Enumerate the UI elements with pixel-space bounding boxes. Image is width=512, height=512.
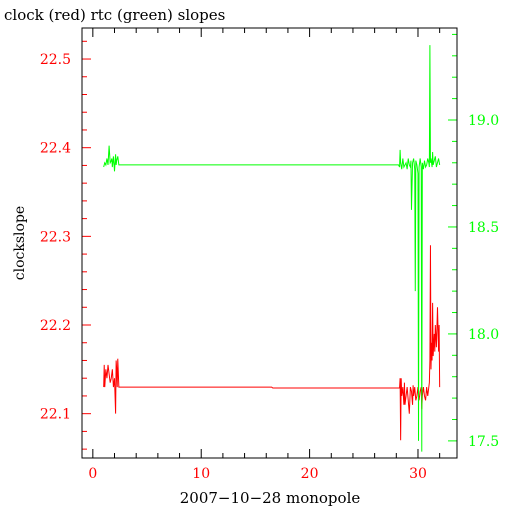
y-axis-label: clockslope — [12, 206, 28, 280]
x-tick-label: 0 — [88, 466, 97, 482]
x-tick-label: 10 — [192, 466, 210, 482]
y-right-tick-label: 18.0 — [468, 327, 499, 343]
y-left-tick-label: 22.2 — [40, 318, 71, 334]
y-right-tick-label: 19.0 — [468, 113, 499, 129]
y-right-tick-label: 18.5 — [468, 220, 499, 236]
x-tick-label: 30 — [409, 466, 427, 482]
x-axis-label: 2007−10−28 monopole — [180, 489, 361, 507]
y-left-tick-label: 22.1 — [40, 407, 71, 423]
series-layer — [103, 45, 441, 452]
plot-frame — [81, 27, 458, 459]
y-right-tick-label: 17.5 — [468, 434, 499, 450]
y-left-tick-label: 22.5 — [40, 52, 71, 68]
y-left-tick-label: 22.3 — [40, 229, 71, 245]
y-left-tick-label: 22.4 — [40, 141, 71, 157]
rtc-slope-line — [103, 45, 441, 452]
clock-slope-line — [103, 245, 441, 441]
x-tick-label: 20 — [301, 466, 319, 482]
tick-layer: 0 10 20 30 22.1 22.2 22.3 22.4 22.5 17.5 18.0 18.5 1… — [40, 28, 499, 482]
chart-title: clock (red) rtc (green) slopes — [4, 6, 225, 24]
